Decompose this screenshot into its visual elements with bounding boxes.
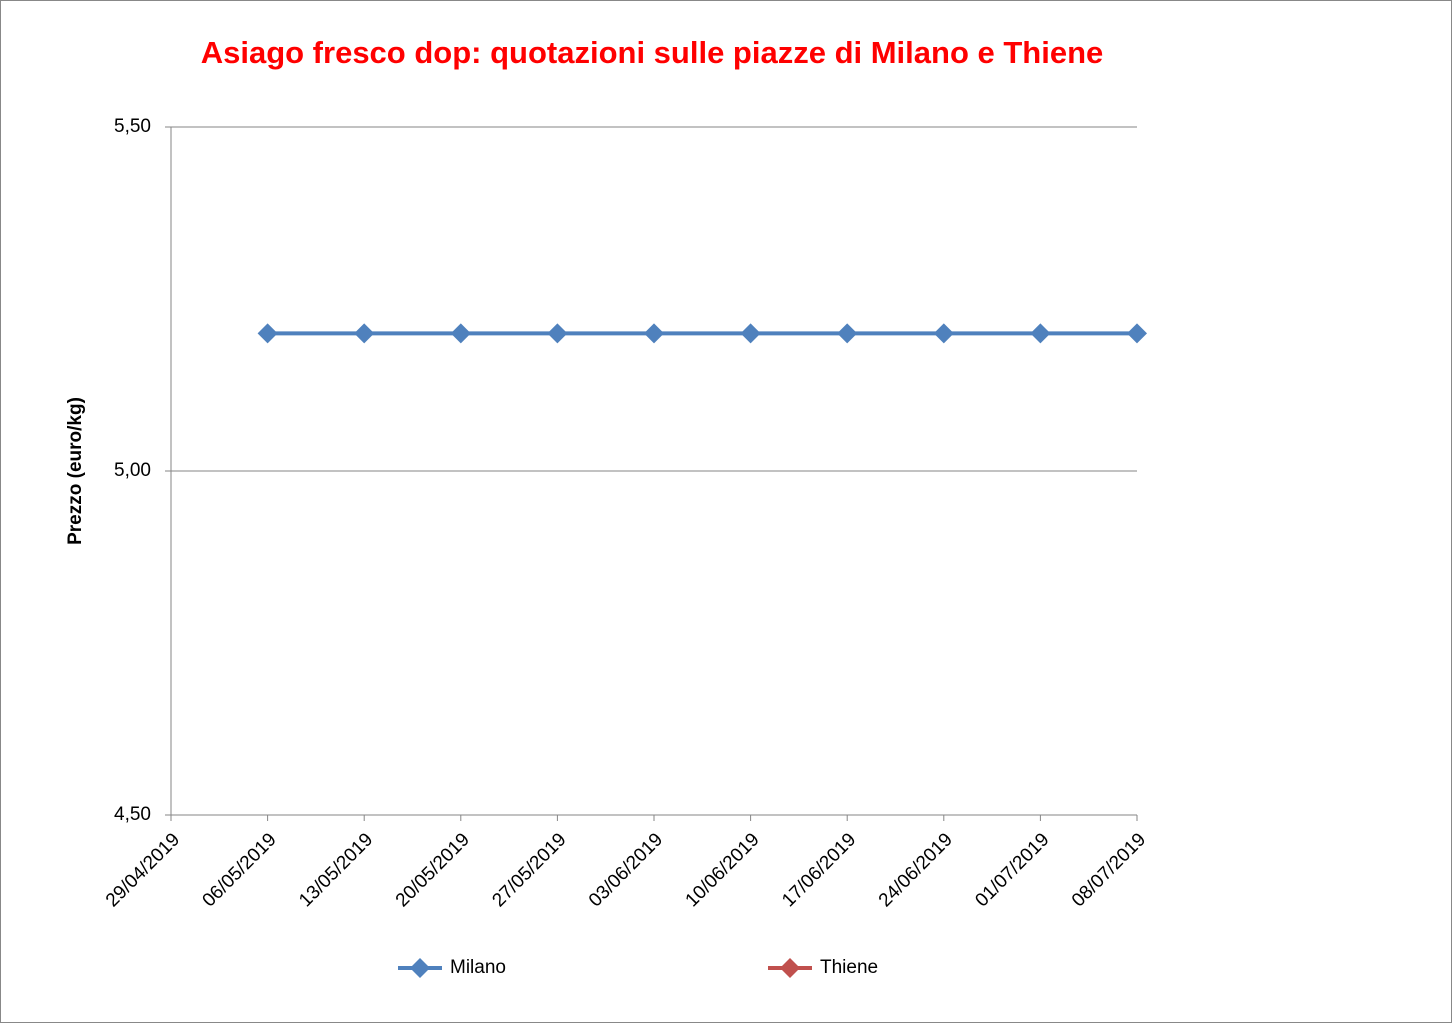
chart-title: Asiago fresco dop: quotazioni sulle piaz… <box>201 35 1104 70</box>
legend-label: Thiene <box>820 957 878 978</box>
legend-marker <box>780 958 800 978</box>
data-point <box>547 323 568 344</box>
data-point <box>257 323 278 344</box>
y-tick-label: 4,50 <box>114 804 151 825</box>
data-point <box>1030 323 1051 344</box>
data-point <box>644 323 664 344</box>
data-point <box>1127 323 1147 344</box>
legend-label: Milano <box>450 957 506 978</box>
data-point <box>837 323 858 344</box>
data-point <box>933 323 954 344</box>
data-point <box>740 323 761 344</box>
data-point <box>354 323 375 344</box>
data-point <box>450 323 471 344</box>
y-axis-label: Prezzo (euro/kg) <box>65 397 86 545</box>
y-tick-label: 5,00 <box>114 460 151 481</box>
legend-marker <box>410 958 430 978</box>
y-tick-label: 5,50 <box>114 116 151 137</box>
